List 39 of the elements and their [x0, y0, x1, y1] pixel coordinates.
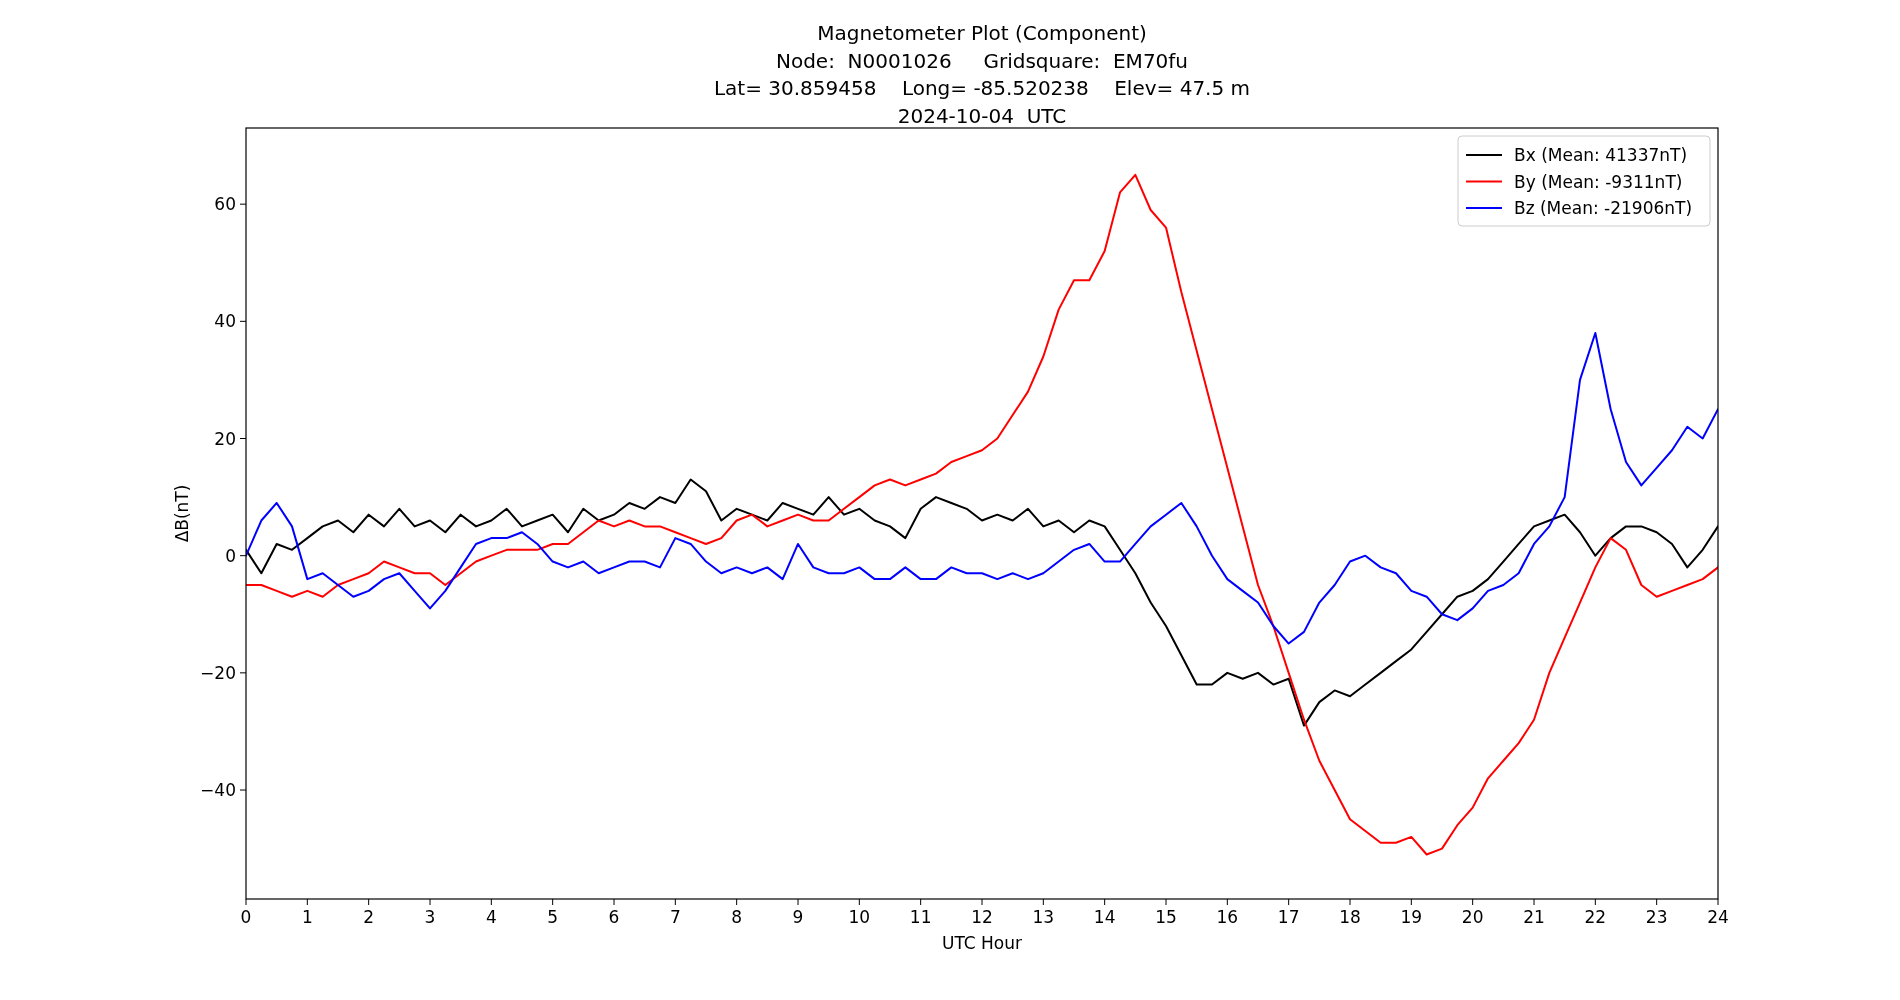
x-tick-label: 9 [792, 907, 804, 927]
x-tick-label: 8 [731, 907, 743, 927]
x-tick-label: 16 [1216, 907, 1239, 927]
y-tick-label: 20 [214, 428, 236, 449]
x-tick-label: 12 [971, 907, 993, 927]
legend-label: Bx (Mean: 41337nT) [1514, 145, 1688, 165]
y-tick-label: −20 [200, 662, 236, 683]
x-tick-label: 2 [363, 907, 375, 927]
x-tick-label: 23 [1645, 907, 1668, 927]
legend-label: By (Mean: -9311nT) [1514, 171, 1683, 192]
x-tick-label: 11 [909, 907, 932, 927]
x-tick-label: 21 [1523, 907, 1545, 927]
x-tick-label: 6 [608, 907, 620, 927]
y-tick-label: 0 [225, 545, 236, 566]
y-axis-title: ΔB(nT) [172, 484, 192, 543]
x-tick-label: 3 [424, 907, 436, 927]
x-tick-label: 24 [1707, 907, 1729, 927]
x-tick-label: 17 [1277, 907, 1300, 927]
line-series [246, 332, 1718, 645]
x-tick-label: 18 [1339, 907, 1361, 927]
x-tick-label: 14 [1093, 907, 1116, 927]
x-tick-label: 0 [240, 907, 252, 927]
x-tick-label: 15 [1155, 907, 1177, 927]
x-tick-label: 19 [1400, 907, 1423, 927]
x-axis-title: UTC Hour [941, 933, 1023, 953]
y-tick-label: 40 [214, 311, 236, 332]
line-series [246, 173, 1718, 856]
x-tick-label: 4 [485, 907, 497, 927]
x-tick-label: 7 [669, 907, 681, 927]
legend-label: Bz (Mean: -21906nT) [1514, 198, 1693, 218]
x-tick-label: 5 [547, 907, 559, 927]
chart-title: Magnetometer Plot (Component) Node: N0001026 Gridsquare: EM70fu Lat= 30.859458 Long= -85.520238 Elev= 47.5 m 2024-10-04 UTC [713, 21, 1251, 128]
x-tick-label: 22 [1584, 907, 1607, 927]
x-tick-label: 13 [1032, 907, 1055, 927]
y-tick-label: −40 [200, 780, 236, 801]
x-tick-label: 1 [301, 907, 313, 927]
y-tick-label: 60 [214, 194, 236, 215]
x-tick-label: 10 [848, 907, 871, 927]
x-tick-label: 20 [1461, 907, 1484, 927]
